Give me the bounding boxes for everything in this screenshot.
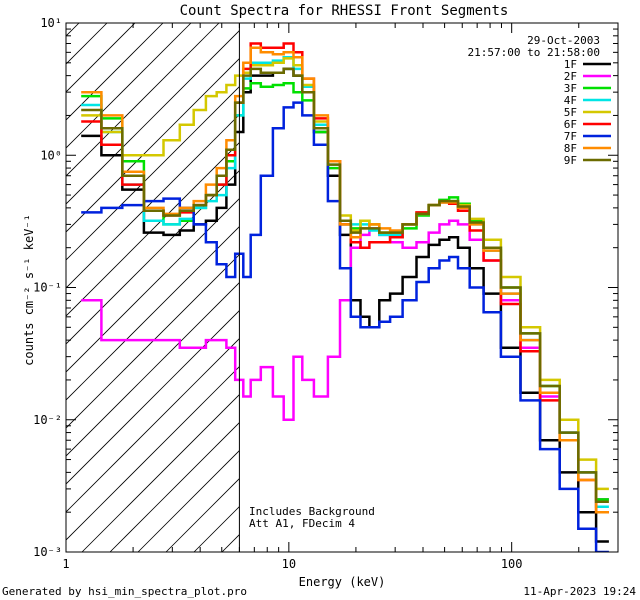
hatch-line	[66, 254, 240, 429]
hatch-line	[66, 142, 240, 317]
series-line-3F	[81, 82, 609, 501]
legend-label: 2F	[564, 70, 577, 83]
series-line-8F	[81, 46, 609, 514]
legend-label: 1F	[564, 58, 577, 71]
legend-label: 6F	[564, 118, 577, 131]
hatch-line	[66, 198, 240, 373]
legend-label: 9F	[564, 154, 577, 167]
hatch-line	[66, 23, 192, 149]
hatch-line	[0, 23, 23, 552]
legend-label: 4F	[564, 94, 577, 107]
hatch-line	[66, 282, 240, 457]
annotation-attenuator: Att A1, FDecim 4	[249, 517, 355, 530]
hatch-line	[66, 86, 240, 261]
hatch-line	[66, 226, 240, 401]
plot-frame	[65, 22, 619, 553]
hatch-line	[66, 58, 240, 233]
date-label: 29-Oct-2003	[527, 34, 600, 47]
y-tick-label: 10⁻²	[33, 413, 62, 427]
y-axis-label: counts cm⁻² s⁻¹ keV⁻¹	[22, 214, 36, 366]
hatch-line	[66, 170, 240, 345]
legend-label: 8F	[564, 142, 577, 155]
hatch-line	[66, 366, 240, 541]
hatch-line	[109, 422, 240, 552]
hatch-line	[66, 310, 240, 485]
hatch-line	[66, 23, 164, 121]
y-tick-label: 10⁰	[40, 148, 62, 162]
legend-label: 3F	[564, 82, 577, 95]
y-tick-label: 10⁻³	[33, 545, 62, 559]
x-tick-label: 100	[501, 557, 523, 571]
hatch-line	[81, 394, 240, 552]
hatched-region	[0, 23, 640, 552]
legend-label: 5F	[564, 106, 577, 119]
series-layer	[81, 42, 609, 552]
x-axis-label: Energy (keV)	[299, 575, 386, 589]
annotation-background: Includes Background	[249, 505, 375, 518]
series-line-5F	[81, 57, 609, 491]
footer-date: 11-Apr-2023 19:24	[523, 585, 636, 598]
x-tick-label: 10	[282, 557, 296, 571]
hatch-line	[66, 30, 240, 205]
y-tick-label: 10¹	[40, 16, 62, 30]
hatch-line	[137, 450, 240, 552]
axis-ticks	[65, 22, 619, 553]
y-tick-label: 10⁻¹	[33, 281, 62, 295]
series-line-9F	[81, 67, 609, 503]
series-line-4F	[81, 56, 609, 508]
legend-label: 7F	[564, 130, 577, 143]
hatch-line	[66, 23, 220, 177]
hatch-line	[66, 338, 240, 513]
series-line-2F	[81, 219, 609, 501]
hatch-line	[418, 23, 640, 552]
footer-generated: Generated by hsi_min_spectra_plot.pro	[2, 585, 247, 598]
time-range-label: 21:57:00 to 21:58:00	[468, 46, 600, 59]
x-tick-label: 1	[62, 557, 69, 571]
chart-title: Count Spectra for RHESSI Front Segments	[180, 3, 509, 19]
